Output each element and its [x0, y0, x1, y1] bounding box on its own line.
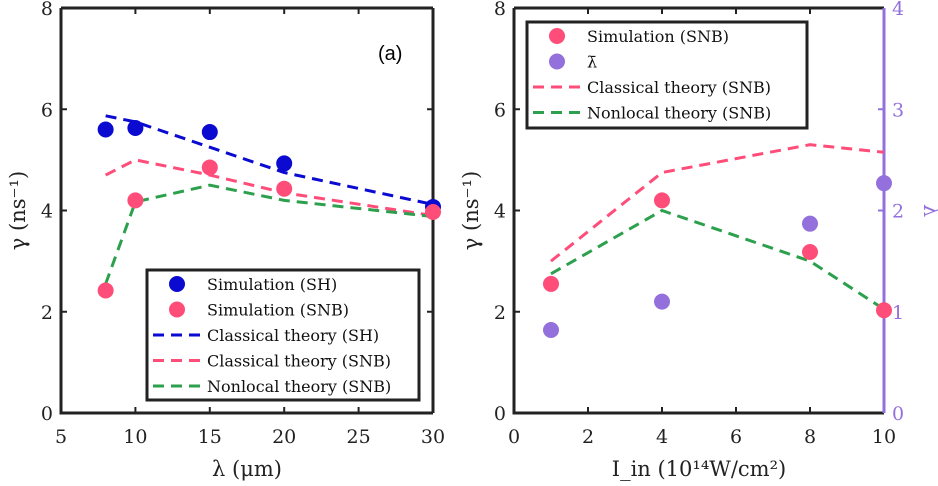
- data-point: [127, 192, 144, 209]
- series-line-classical-theory-sh-: [105, 114, 434, 206]
- y-tick-label: 6: [41, 99, 53, 121]
- series-line-classical-theory-snb-: [550, 143, 885, 263]
- x-axis-label: I_in (10¹⁴W/cm²): [612, 457, 786, 481]
- data-point: [654, 293, 670, 310]
- data-point: [876, 175, 892, 192]
- y-tick-label: 8: [494, 0, 506, 20]
- y2-tick-label: 1: [892, 302, 904, 324]
- y-axis-label: γ (ns⁻¹): [6, 171, 30, 250]
- data-point: [543, 321, 559, 338]
- data-point: [802, 244, 818, 261]
- x-tick-label: 4: [656, 426, 668, 448]
- y-tick-label: 6: [494, 99, 506, 121]
- legend-marker: [169, 276, 185, 292]
- legend-marker: [549, 53, 565, 70]
- x-tick-label: 6: [730, 426, 742, 448]
- legend-label: Classical theory (SNB): [207, 352, 391, 371]
- y-tick-label: 2: [494, 302, 506, 324]
- y-tick-label: 8: [41, 0, 53, 20]
- panel-b: 02468100246801234λ̄I_in (10¹⁴W/cm²)γ (ns…: [459, 0, 938, 481]
- legend: Simulation (SNB) λ̄ Classical theory (SNB)…: [525, 20, 809, 130]
- series-line-nonlocal-theory-snb-: [550, 208, 885, 311]
- y-tick-label: 4: [494, 201, 506, 223]
- x-tick-label: 15: [198, 426, 222, 448]
- data-point: [543, 275, 559, 292]
- legend-label: λ̄: [587, 53, 597, 72]
- x-tick-label: 5: [55, 426, 67, 448]
- data-point: [97, 121, 114, 138]
- legend: Simulation (SH) Simulation (SNB) Classical…: [145, 268, 421, 402]
- x-tick-label: 0: [508, 426, 520, 448]
- panel-a: 5 10 15 20 25 30 0 2 4 6 8 λ (μm) γ (ns⁻¹) (a) Simulat…: [6, 0, 445, 481]
- y-tick-label: 0: [494, 403, 506, 425]
- data-point: [276, 155, 293, 172]
- data-point: [97, 282, 114, 299]
- legend-label: Simulation (SH): [207, 275, 337, 294]
- x-axis-label: λ (μm): [212, 457, 282, 481]
- data-point: [201, 159, 218, 176]
- legend-box: [525, 20, 809, 130]
- x-tick-label: 25: [347, 426, 371, 448]
- legend-label: Nonlocal theory (SNB): [587, 104, 771, 123]
- legend-label: Simulation (SNB): [587, 27, 729, 46]
- series-line-nonlocal-theory-snb-: [104, 183, 434, 285]
- x-tick-label: 8: [804, 426, 816, 448]
- data-point: [276, 180, 293, 197]
- x-tick-label: 10: [123, 426, 147, 448]
- legend-label: Nonlocal theory (SNB): [207, 377, 391, 396]
- data-point: [201, 124, 218, 141]
- x-tick-label: 20: [272, 426, 296, 448]
- y-tick-label: 4: [41, 201, 53, 223]
- data-point: [127, 119, 144, 136]
- x-tick-label: 10: [872, 426, 896, 448]
- data-point: [802, 215, 818, 232]
- y-axis-label: γ (ns⁻¹): [459, 171, 483, 250]
- panel-label: (a): [378, 43, 402, 65]
- x-tick-label: 30: [421, 426, 445, 448]
- y-tick-label: 0: [41, 403, 53, 425]
- axis-left-bottom: [512, 8, 884, 415]
- axis-left-bottom: [59, 8, 433, 415]
- data-point: [654, 192, 670, 209]
- legend-label: Simulation (SNB): [207, 301, 349, 320]
- legend-marker: [549, 28, 565, 44]
- y2-tick-label: 2: [892, 201, 904, 223]
- x-tick-label: 2: [582, 426, 594, 448]
- y2-tick-label: 4: [892, 0, 904, 20]
- y2-tick-label: 0: [892, 403, 904, 425]
- legend-label: Classical theory (SNB): [587, 78, 771, 97]
- data-point: [425, 204, 441, 221]
- data-point: [876, 302, 892, 319]
- legend-label: Classical theory (SH): [207, 326, 379, 345]
- legend-marker: [169, 301, 185, 318]
- y-tick-label: 2: [41, 302, 53, 324]
- y2-tick-label: 3: [892, 99, 904, 121]
- y2-axis-label: λ̄: [919, 204, 938, 217]
